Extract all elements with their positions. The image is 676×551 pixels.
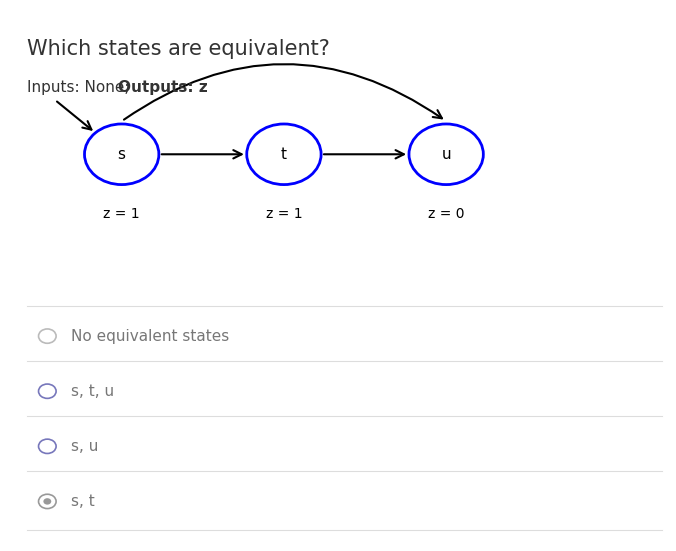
Text: No equivalent states: No equivalent states [71, 328, 229, 344]
Circle shape [409, 124, 483, 185]
Circle shape [247, 124, 321, 185]
Text: Outputs: z: Outputs: z [118, 80, 208, 95]
Text: s, t, u: s, t, u [71, 383, 114, 399]
Circle shape [84, 124, 159, 185]
Text: z = 0: z = 0 [428, 207, 464, 220]
Text: t: t [281, 147, 287, 162]
Text: Which states are equivalent?: Which states are equivalent? [27, 39, 330, 58]
Text: s, u: s, u [71, 439, 98, 454]
Text: u: u [441, 147, 451, 162]
Circle shape [43, 498, 51, 505]
Text: s: s [118, 147, 126, 162]
FancyArrowPatch shape [124, 64, 442, 120]
Text: Inputs: None;: Inputs: None; [27, 80, 139, 95]
Text: z = 1: z = 1 [103, 207, 140, 220]
Text: s, t: s, t [71, 494, 95, 509]
Text: z = 1: z = 1 [266, 207, 302, 220]
